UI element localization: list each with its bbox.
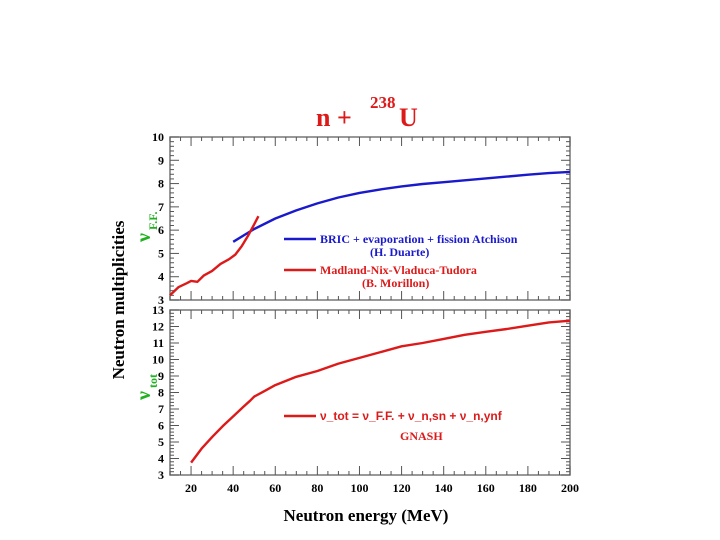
y-tick-label: 10 — [152, 130, 164, 144]
bottom-panel-ylabel-symbol: ν — [133, 391, 155, 401]
title-superscript: 238 — [370, 93, 396, 112]
y-tick-label: 12 — [152, 320, 164, 334]
bottom-panel-ticks — [169, 309, 571, 476]
bottom-panel-series-line-0 — [190, 319, 571, 464]
y-axis-label: Neutron multiplicities — [109, 220, 128, 379]
y-tick-label: 5 — [158, 246, 164, 260]
y-tick-label: 10 — [152, 353, 164, 367]
legend-label-gnash: ν_tot = ν_F.F. + ν_n,sn + ν_n,ynf — [320, 409, 503, 423]
y-tick-label: 6 — [158, 223, 164, 237]
top-panel-ylabel-subscript: F.F. — [146, 212, 160, 230]
bottom-legend: ν_tot = ν_F.F. + ν_n,sn + ν_n,ynf GNASH — [284, 409, 503, 443]
top-panel-ylabel-symbol: ν — [133, 233, 155, 243]
x-tick-label: 20 — [185, 481, 197, 495]
legend-sub-bric: (H. Duarte) — [370, 245, 429, 259]
bottom-panel-ytick-labels: 3 4 5 6 7 8 9 10 11 12 13 — [152, 303, 164, 482]
y-tick-label: 6 — [158, 419, 164, 433]
legend-label-bric: BRIC + evaporation + fission Atchison — [320, 232, 518, 246]
y-tick-label: 8 — [158, 177, 164, 191]
x-tick-label: 160 — [477, 481, 495, 495]
bottom-panel-ylabel-subscript: tot — [146, 374, 160, 388]
top-panel-ticks — [169, 136, 571, 301]
y-tick-label: 9 — [158, 153, 164, 167]
x-tick-label: 180 — [519, 481, 537, 495]
y-tick-label: 13 — [152, 303, 164, 317]
y-tick-label: 4 — [158, 270, 164, 284]
top-panel-series-line-1 — [169, 215, 260, 297]
y-tick-label: 5 — [158, 435, 164, 449]
legend-sub-gnash: GNASH — [400, 429, 443, 443]
bottom-panel-xtick-labels: 20 40 60 80 100 120 140 160 180 200 — [185, 481, 579, 495]
x-tick-label: 120 — [393, 481, 411, 495]
bottom-panel-series — [190, 319, 571, 464]
top-legend: BRIC + evaporation + fission Atchison (H… — [284, 232, 518, 290]
x-tick-label: 60 — [269, 481, 281, 495]
x-tick-label: 200 — [561, 481, 579, 495]
title-main: n + — [316, 103, 352, 132]
y-tick-label: 7 — [158, 402, 164, 416]
legend-label-madland: Madland-Nix-Vladuca-Tudora — [320, 263, 477, 277]
title-element: U — [399, 103, 418, 132]
x-tick-label: 80 — [311, 481, 323, 495]
x-tick-label: 40 — [227, 481, 239, 495]
x-tick-label: 140 — [435, 481, 453, 495]
x-axis-label: Neutron energy (MeV) — [284, 506, 449, 525]
legend-sub-madland: (B. Morillon) — [362, 276, 429, 290]
bottom-panel-frame — [169, 309, 571, 476]
top-panel-series-line-0 — [232, 170, 571, 243]
y-tick-label: 3 — [158, 293, 164, 307]
top-panel: 3 4 5 6 7 8 9 10 ν F.F. BRIC + evaporation + fi… — [133, 130, 571, 307]
y-tick-label: 7 — [158, 200, 164, 214]
y-tick-label: 8 — [158, 386, 164, 400]
y-tick-label: 4 — [158, 452, 164, 466]
y-tick-label: 9 — [158, 369, 164, 383]
top-panel-ytick-labels: 3 4 5 6 7 8 9 10 — [152, 130, 164, 307]
x-tick-label: 100 — [350, 481, 368, 495]
chart-title: n + 238 U — [316, 93, 418, 132]
y-tick-label: 11 — [153, 336, 164, 350]
y-tick-label: 3 — [158, 468, 164, 482]
top-panel-series — [169, 170, 571, 297]
